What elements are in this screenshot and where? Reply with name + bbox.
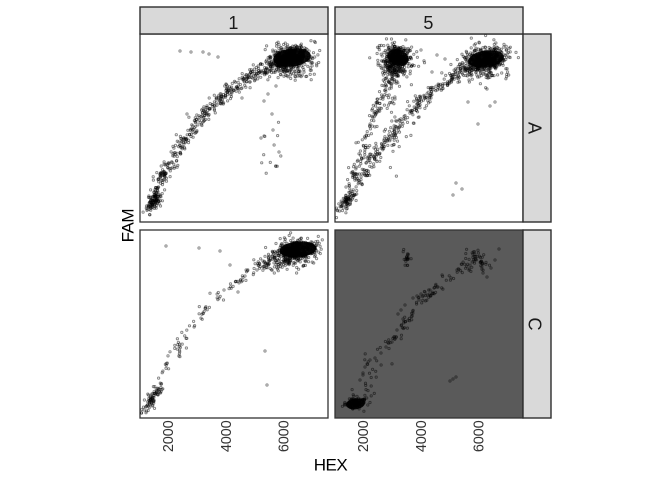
svg-text:4000: 4000 (219, 420, 235, 452)
svg-text:4000: 4000 (414, 420, 430, 452)
svg-text:A: A (525, 122, 545, 134)
svg-text:2000: 2000 (161, 420, 177, 452)
svg-text:1: 1 (228, 13, 238, 33)
svg-text:5: 5 (423, 13, 433, 33)
svg-text:C: C (525, 318, 545, 331)
svg-text:2000: 2000 (356, 420, 372, 452)
svg-text:HEX: HEX (314, 456, 348, 475)
svg-text:6000: 6000 (472, 420, 488, 452)
svg-text:FAM: FAM (119, 209, 138, 242)
svg-text:6000: 6000 (277, 420, 293, 452)
